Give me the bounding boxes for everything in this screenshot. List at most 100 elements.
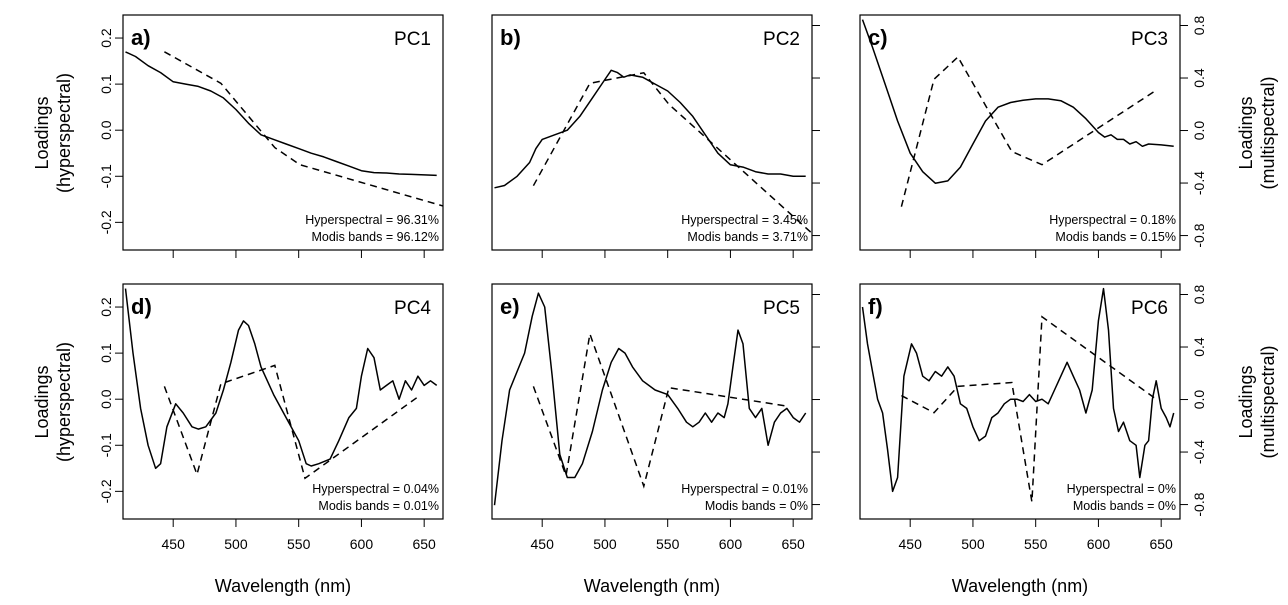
- y-right-title-bottom-line2: (multispectral): [1258, 345, 1278, 458]
- panel-pc3-variance-modis: Modis bands = 0.15%: [1055, 230, 1176, 244]
- panel-pc4-x-tick-label: 650: [412, 536, 436, 552]
- panel-pc5-x-tick-label: 550: [656, 536, 680, 552]
- panel-pc4-x-tick-label: 550: [287, 536, 311, 552]
- panel-pc4-modis-line: [163, 364, 419, 480]
- panel-pc1-hyperspectral-line: [125, 51, 437, 177]
- panel-pc1-letter: a): [131, 25, 151, 50]
- panel-pc4-variance-modis: Modis bands = 0.01%: [318, 499, 439, 513]
- y-left-title-bottom-line2: (hyperspectral): [54, 342, 74, 462]
- panel-pc6-frame: [859, 283, 1181, 520]
- x-axis-title-col3: Wavelength (nm): [952, 576, 1088, 596]
- panel-pc3-variance-hyperspectral: Hyperspectral = 0.18%: [1049, 213, 1176, 227]
- panel-pc6-y-right-tick-label: 0.0: [1191, 390, 1207, 410]
- panel-pc6-x-tick-label: 600: [1087, 536, 1111, 552]
- panel-pc2-modis-line: [532, 71, 812, 235]
- panel-pc4-y-left-tick-label: -0.2: [98, 479, 114, 503]
- panel-pc4-hyperspectral-line: [124, 288, 438, 470]
- panel-pc6-x-tick-label: 650: [1149, 536, 1173, 552]
- axis-title-group: Wavelength (nm) Wavelength (nm) Waveleng…: [32, 73, 1278, 596]
- panel-pc4-y-left-tick-label: 0.0: [98, 389, 114, 409]
- panel-pc5-x-tick-label: 450: [531, 536, 555, 552]
- panel-pc5: 450 500 550 600 650 e) PC5 Hyperspectral = 0.01…: [491, 283, 820, 552]
- panel-pc6-variance-hyperspectral: Hyperspectral = 0%: [1067, 482, 1176, 496]
- panel-pc4-title: PC4: [394, 298, 431, 319]
- panel-pc3-y-right-tick-label: -0.8: [1191, 223, 1207, 247]
- panel-pc1-y-left-tick-label: 0.2: [98, 28, 114, 48]
- panel-pc5-variance-hyperspectral: Hyperspectral = 0.01%: [681, 482, 808, 496]
- panel-pc3-y-right-tick-label: -0.4: [1191, 171, 1207, 195]
- panel-pc6-hyperspectral-line: [861, 287, 1175, 493]
- panel-pc4-y-left-tick-label: 0.2: [98, 297, 114, 317]
- panel-pc3-hyperspectral-line: [861, 19, 1174, 184]
- panel-pc2-frame: [491, 14, 813, 251]
- panel-pc1-y-left-tick-label: 0.1: [98, 74, 114, 94]
- panel-pc5-title: PC5: [763, 298, 800, 319]
- panel-pc1-frame: [122, 14, 444, 251]
- panel-pc6-y-right-tick-label: -0.8: [1191, 492, 1207, 516]
- panel-pc6-title: PC6: [1131, 298, 1168, 319]
- panel-pc6-y-right-tick-label: -0.4: [1191, 440, 1207, 464]
- panel-pc2-variance-modis: Modis bands = 3.71%: [687, 230, 808, 244]
- y-right-title-top-line2: (multispectral): [1258, 76, 1278, 189]
- panel-pc4-x-tick-label: 450: [162, 536, 186, 552]
- panels-group: 0.2 0.1 0.0 -0.1 -0.2 a) PC1 Hyperspectral = 96…: [98, 14, 1207, 552]
- panel-pc4-x-tick-label: 600: [350, 536, 374, 552]
- panel-pc3-y-right-tick-label: 0.4: [1191, 68, 1207, 88]
- panel-pc6-y-right-tick-label: 0.8: [1191, 285, 1207, 305]
- panel-pc2-variance-hyperspectral: Hyperspectral = 3.45%: [681, 213, 808, 227]
- y-right-title-top-line1: Loadings: [1236, 96, 1256, 169]
- panel-pc3-series: [861, 19, 1174, 207]
- panel-pc5-x-tick-label: 500: [593, 536, 617, 552]
- panel-pc4-x-tick-label: 500: [224, 536, 248, 552]
- panel-pc2-letter: b): [500, 25, 521, 50]
- panel-pc3: 0.8 0.4 0.0 -0.4 -0.8 c) PC3 Hyperspectral = 0.…: [859, 14, 1207, 258]
- x-axis-title-col1: Wavelength (nm): [215, 576, 351, 596]
- y-right-title-bottom-line1: Loadings: [1236, 365, 1256, 438]
- panel-pc5-frame: [491, 283, 813, 520]
- panel-pc4-series: [124, 288, 438, 480]
- panel-pc5-hyperspectral-line: [493, 292, 807, 506]
- panel-pc4: 0.2 0.1 0.0 -0.1 -0.2 450 500 550 600 650 d) PC4 Hyp…: [98, 283, 444, 552]
- panel-pc2-title: PC2: [763, 29, 800, 50]
- x-axis-title-col2: Wavelength (nm): [584, 576, 720, 596]
- panel-pc2-series: [494, 69, 812, 235]
- panel-pc5-variance-modis: Modis bands = 0%: [705, 499, 808, 513]
- panel-pc5-modis-line: [532, 330, 788, 489]
- panel-pc1-y-left-tick-label: 0.0: [98, 120, 114, 140]
- panel-pc4-y-left-tick-label: 0.1: [98, 343, 114, 363]
- panel-pc4-letter: d): [131, 294, 152, 319]
- panel-pc1-variance-modis: Modis bands = 96.12%: [311, 230, 439, 244]
- panel-pc1-modis-line: [164, 51, 443, 207]
- panel-pc1-y-left-tick-label: -0.2: [98, 210, 114, 234]
- panel-pc1-variance-hyperspectral: Hyperspectral = 96.31%: [305, 213, 439, 227]
- panel-pc3-frame: [859, 14, 1181, 251]
- panel-pc6: 0.8 0.4 0.0 -0.4 -0.8 450 500 550 600 650 f) PC6 Hyp…: [859, 283, 1207, 552]
- panel-pc4-frame: [122, 283, 444, 520]
- panel-pc2: b) PC2 Hyperspectral = 3.45% Modis bands = …: [491, 14, 820, 258]
- panel-pc6-variance-modis: Modis bands = 0%: [1073, 499, 1176, 513]
- panel-pc3-modis-line: [900, 55, 1156, 207]
- panel-pc5-x-tick-label: 650: [781, 536, 805, 552]
- panel-pc3-letter: c): [868, 25, 888, 50]
- panel-pc5-letter: e): [500, 294, 520, 319]
- panel-pc4-variance-hyperspectral: Hyperspectral = 0.04%: [312, 482, 439, 496]
- panel-pc6-y-right-tick-label: 0.4: [1191, 337, 1207, 357]
- panel-pc6-series: [861, 287, 1175, 503]
- panel-pc3-title: PC3: [1131, 29, 1168, 50]
- panel-pc5-series: [493, 292, 807, 506]
- y-left-title-top-line1: Loadings: [32, 96, 52, 169]
- y-left-title-bottom-line1: Loadings: [32, 365, 52, 438]
- y-left-title-top-line2: (hyperspectral): [54, 73, 74, 193]
- panel-pc1-y-left-tick-label: -0.1: [98, 164, 114, 188]
- panel-pc1-title: PC1: [394, 29, 431, 50]
- panel-pc6-x-tick-label: 450: [899, 536, 923, 552]
- panel-pc6-modis-line: [901, 315, 1156, 503]
- panel-pc5-x-tick-label: 600: [719, 536, 743, 552]
- panel-pc1: 0.2 0.1 0.0 -0.1 -0.2 a) PC1 Hyperspectral = 96…: [98, 14, 444, 258]
- panel-pc3-y-right-tick-label: 0.8: [1191, 16, 1207, 36]
- panel-pc6-letter: f): [868, 294, 883, 319]
- panel-pc1-series: [125, 51, 443, 207]
- panel-pc6-x-tick-label: 500: [961, 536, 985, 552]
- panel-pc4-y-left-tick-label: -0.1: [98, 433, 114, 457]
